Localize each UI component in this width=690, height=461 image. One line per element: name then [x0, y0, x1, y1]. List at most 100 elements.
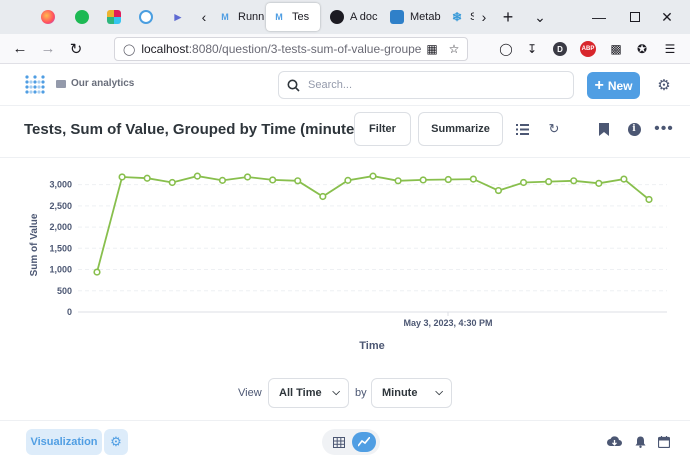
- data-point[interactable]: [269, 176, 277, 184]
- minimize-button[interactable]: —: [592, 9, 606, 25]
- summarize-button[interactable]: Summarize: [418, 112, 503, 146]
- data-point[interactable]: [570, 177, 578, 185]
- data-point[interactable]: [193, 172, 201, 180]
- pinned-tab-app[interactable]: [130, 0, 162, 34]
- data-point[interactable]: [319, 192, 327, 201]
- metabase-logo[interactable]: [24, 74, 46, 96]
- data-point[interactable]: [394, 177, 402, 185]
- pinned-tab-firefox[interactable]: [32, 0, 64, 34]
- more-options-icon[interactable]: •••: [654, 120, 674, 137]
- new-button[interactable]: + New: [587, 72, 640, 99]
- metabase-header: Our analytics Search... + New ⚙: [0, 64, 690, 106]
- url-bar[interactable]: ◯ localhost :8080/question/3-tests-sum-o…: [114, 37, 468, 61]
- data-point[interactable]: [218, 176, 227, 184]
- maximize-button[interactable]: [612, 0, 658, 34]
- data-point[interactable]: [143, 174, 151, 182]
- data-point[interactable]: [243, 173, 252, 181]
- bookmark-icon[interactable]: [594, 119, 614, 139]
- pinned-tab-slack[interactable]: [98, 0, 130, 34]
- tab-label: S: [470, 11, 474, 23]
- profile-d-icon[interactable]: D: [550, 39, 570, 59]
- tab-scroll-left-button[interactable]: ‹: [201, 9, 207, 25]
- data-point[interactable]: [168, 178, 176, 187]
- tab-scroll-right-button[interactable]: ›: [481, 9, 487, 25]
- pinned-tab-linear[interactable]: ►: [162, 0, 194, 34]
- data-point[interactable]: [419, 176, 427, 184]
- data-point[interactable]: [118, 173, 126, 181]
- list-tabs-button[interactable]: ⌄: [534, 8, 546, 25]
- new-tab-button[interactable]: +: [502, 6, 514, 27]
- info-icon[interactable]: i: [624, 119, 644, 139]
- play-arrow-icon: ►: [172, 10, 184, 24]
- bookmark-star-icon[interactable]: ☆: [448, 42, 460, 56]
- tab-snowflake[interactable]: ❄ S: [444, 3, 474, 31]
- data-point[interactable]: [620, 175, 628, 183]
- calendar-icon[interactable]: [655, 433, 673, 451]
- data-point[interactable]: [369, 172, 377, 180]
- view-select-value: All Time: [279, 387, 322, 399]
- granularity-select-value: Minute: [382, 387, 418, 399]
- data-point[interactable]: [93, 268, 101, 276]
- settings-gear-icon[interactable]: ⚙: [657, 77, 671, 94]
- data-point[interactable]: [519, 178, 528, 187]
- notebook-editor-icon[interactable]: [512, 119, 532, 139]
- data-point[interactable]: [344, 176, 352, 184]
- line-chart: 0 500 1,000 1,500 2,000 2,500 3,000 May 3, 202…: [29, 172, 667, 352]
- extensions-puzzle-icon[interactable]: ✪: [636, 42, 648, 56]
- back-button[interactable]: ←: [12, 40, 28, 57]
- tab-label: Runni: [238, 11, 264, 23]
- menu-icon[interactable]: ☰: [664, 42, 676, 56]
- search-input[interactable]: Search...: [278, 71, 574, 99]
- view-toggle: [322, 429, 380, 455]
- collection-breadcrumb[interactable]: Our analytics: [56, 78, 134, 89]
- reload-button[interactable]: ↻: [69, 40, 83, 58]
- view-select[interactable]: All Time ⌵: [268, 378, 349, 408]
- granularity-select[interactable]: Minute ⌵: [371, 378, 452, 408]
- qr-code-icon[interactable]: ▦: [426, 42, 438, 56]
- close-tab-icon[interactable]: ✕: [319, 10, 320, 24]
- tab-running[interactable]: M Runni: [212, 3, 264, 31]
- x-axis-tick-label: May 3, 2023, 4:30 PM: [403, 318, 492, 328]
- visualization-button[interactable]: Visualization: [26, 429, 102, 455]
- tab-metabase[interactable]: Metab: [384, 3, 444, 31]
- new-button-label: New: [607, 78, 633, 93]
- pinned-tab-spotify[interactable]: [66, 0, 98, 34]
- filter-button[interactable]: Filter: [354, 112, 411, 146]
- browser-nav-bar: ← → ↻ ◯ localhost :8080/question/3-tests…: [0, 34, 690, 64]
- data-point[interactable]: [645, 195, 653, 204]
- bolt-app-icon: [139, 10, 153, 24]
- tab-label: A doc: [350, 11, 378, 23]
- data-point[interactable]: [595, 179, 603, 187]
- data-point[interactable]: [545, 178, 553, 186]
- browser-tab-strip: ► ‹ M Runni M Tes ✕ A doc Metab ❄ S › + …: [0, 0, 690, 34]
- extension-grid-icon[interactable]: ▩: [610, 42, 622, 56]
- collection-name: Our analytics: [71, 78, 135, 89]
- y-tick-label: 2,500: [49, 201, 72, 211]
- visualization-settings-gear-icon[interactable]: ⚙: [104, 429, 128, 455]
- tab-a-doc[interactable]: A doc: [324, 3, 382, 31]
- question-title[interactable]: Tests, Sum of Value, Grouped by Time (mi…: [24, 121, 360, 138]
- forward-button[interactable]: →: [40, 40, 56, 57]
- y-tick-label: 1,000: [49, 265, 72, 275]
- url-path: :8080/question/3-tests-sum-of-value-grou…: [188, 42, 422, 56]
- pocket-icon[interactable]: ◯: [499, 42, 513, 56]
- series-line: [96, 175, 650, 273]
- refresh-icon[interactable]: ↻: [548, 121, 560, 136]
- header-divider: [0, 157, 690, 158]
- downloads-icon[interactable]: ↧: [526, 42, 538, 56]
- chart-view-icon[interactable]: [352, 432, 376, 452]
- download-icon[interactable]: [605, 433, 623, 451]
- snowflake-icon: ❄: [451, 10, 463, 24]
- y-axis-label: Sum of Value: [29, 213, 40, 276]
- data-point[interactable]: [444, 175, 452, 184]
- data-point[interactable]: [294, 177, 302, 185]
- adblock-icon[interactable]: ABP: [578, 39, 598, 59]
- table-view-icon[interactable]: [327, 432, 351, 452]
- tab-tests[interactable]: M Tes ✕: [266, 3, 320, 31]
- footer-bar: Visualization ⚙: [0, 420, 690, 461]
- data-point[interactable]: [494, 186, 503, 195]
- close-window-button[interactable]: ✕: [661, 8, 673, 25]
- alert-bell-icon[interactable]: [631, 433, 649, 451]
- data-point[interactable]: [469, 175, 477, 183]
- x-axis-label: Time: [359, 340, 384, 352]
